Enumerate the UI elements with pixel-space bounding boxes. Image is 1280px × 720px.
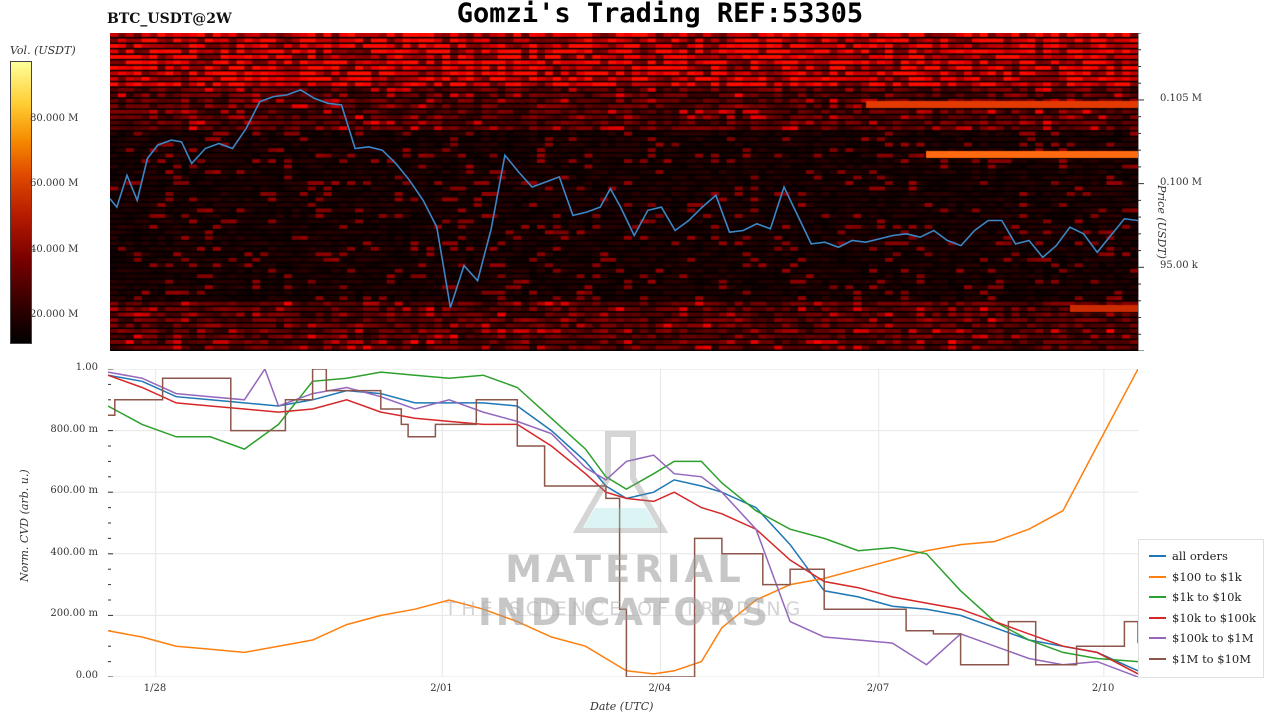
legend-swatch [1149, 616, 1166, 619]
price-line [110, 89, 1138, 308]
cvd-y-tick-label: 0.00 [75, 670, 98, 681]
cvd-series-line [108, 371, 1138, 663]
price-axis-label: Price (USDT) [1155, 185, 1168, 259]
cvd-x-tick-label: 1/28 [143, 683, 167, 694]
price-tick-label: 0.100 M [1160, 176, 1203, 188]
colorbar-tick: 60.000 M [30, 178, 79, 190]
cvd-series-line [108, 374, 1138, 675]
cvd-y-tick-label: 1.00 [75, 362, 98, 373]
legend-item: $100k to $1M [1149, 630, 1254, 646]
flask-logo [573, 431, 668, 533]
legend-label: $100k to $1M [1172, 631, 1254, 645]
legend-item: $10k to $100k [1149, 610, 1256, 626]
cvd-series-line [108, 369, 1138, 677]
colorbar-tick: 20.000 M [30, 308, 79, 320]
legend-label: $1M to $10M [1172, 651, 1251, 666]
cvd-series-line [108, 369, 1138, 677]
cvd-x-label: Date (UTC) [590, 700, 654, 713]
legend-swatch [1149, 575, 1166, 578]
cvd-x-tick-label: 2/10 [1091, 683, 1115, 694]
legend-swatch [1149, 637, 1166, 639]
price-axis [1138, 33, 1144, 351]
watermark-brand: MATERIAL INDICATORS [478, 548, 772, 634]
legend-swatch [1149, 555, 1166, 557]
legend-item: $1M to $10M [1149, 651, 1251, 667]
cvd-y-label: Norm. CVD (arb. u.) [18, 469, 31, 582]
cvd-plot [108, 369, 1138, 677]
legend-label: all orders [1172, 549, 1228, 563]
cvd-y-tick-label: 800.00 m [50, 423, 98, 435]
chart-title: Gomzi's Trading REF:53305 [456, 0, 864, 29]
colorbar-tick: 40.000 M [30, 243, 79, 255]
price-overlay [110, 89, 1138, 308]
legend: all orders $100 to $1k $1k to $10k $10k to … [1138, 539, 1264, 678]
cvd-y-tick-label: 400.00 m [50, 546, 98, 558]
heatmap-panel [110, 33, 1138, 351]
legend-label: $10k to $100k [1172, 610, 1257, 625]
legend-swatch [1149, 596, 1166, 598]
cvd-y-tick-label: 600.00 m [50, 485, 98, 497]
legend-item: $100 to $1k [1149, 569, 1242, 585]
cvd-x-tick-label: 2/04 [648, 683, 671, 694]
colorbar [10, 61, 32, 344]
legend-label: $1k to $10k [1172, 590, 1242, 604]
legend-swatch [1149, 657, 1166, 660]
price-tick-label: 95.00 k [1160, 260, 1198, 272]
watermark-tagline: THE SCIENCE OF TRADING [444, 598, 806, 620]
legend-item: all orders [1149, 548, 1228, 564]
cvd-x-tick-label: 2/07 [866, 683, 890, 694]
cvd-x-tick-label: 2/01 [430, 683, 453, 694]
colorbar-label: Vol. (USDT) [10, 44, 76, 57]
heatmap-cells [110, 33, 1138, 351]
colorbar-tick: 80.000 M [30, 112, 79, 124]
legend-label: $100 to $1k [1172, 569, 1242, 584]
cvd-y-tick-label: 200.00 m [50, 608, 98, 620]
cvd-plot-area [108, 369, 1138, 677]
symbol-label: BTC_USDT@2W [107, 11, 232, 27]
price-tick-label: 0.105 M [1160, 92, 1203, 104]
legend-item: $1k to $10k [1149, 589, 1241, 605]
